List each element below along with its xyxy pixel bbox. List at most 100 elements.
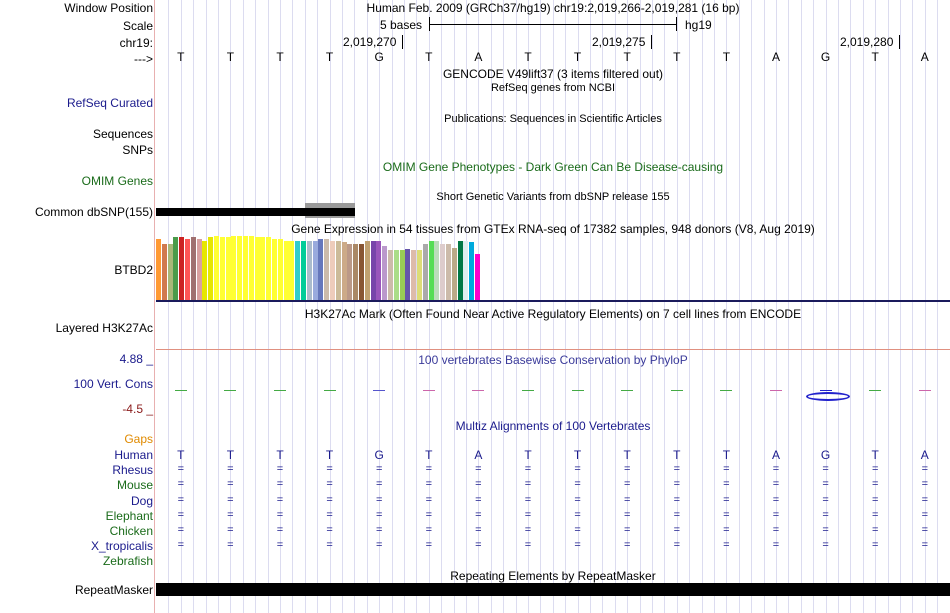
alignment-match: = — [623, 539, 631, 552]
gtex-bar[interactable] — [388, 250, 393, 300]
gtex-bar[interactable] — [359, 243, 364, 300]
human-base: T — [325, 448, 334, 462]
gtex-bar[interactable] — [335, 241, 341, 300]
gtex-bar[interactable] — [411, 250, 417, 300]
gtex-bar[interactable] — [254, 237, 260, 300]
gtex-bar[interactable] — [306, 241, 312, 300]
gtex-bar[interactable] — [283, 241, 289, 300]
gtex-bar[interactable] — [225, 237, 231, 300]
h3k27ac-label[interactable]: Layered H3K27Ac — [55, 321, 153, 335]
gtex-bar[interactable] — [330, 241, 335, 300]
phylop-mark — [224, 390, 237, 391]
sequences-label[interactable]: Sequences — [92, 127, 153, 141]
gtex-gene-label[interactable]: BTBD2 — [114, 263, 153, 277]
gtex-bar[interactable] — [173, 237, 179, 300]
gtex-bar[interactable] — [179, 237, 185, 300]
gtex-bar[interactable] — [463, 241, 469, 300]
gtex-bar[interactable] — [202, 241, 208, 300]
gtex-bar[interactable] — [196, 239, 202, 300]
gtex-bar[interactable] — [434, 241, 440, 300]
omim-title[interactable]: OMIM Gene Phenotypes - Dark Green Can Be… — [382, 160, 724, 174]
gtex-bar[interactable] — [405, 248, 411, 300]
gtex-bar[interactable] — [208, 237, 214, 300]
species-label[interactable]: Dog — [130, 493, 153, 508]
gtex-bar[interactable] — [446, 243, 451, 300]
gtex-bar[interactable] — [248, 236, 254, 300]
repeat-label[interactable]: RepeatMasker — [74, 583, 153, 597]
gtex-bar[interactable] — [417, 250, 422, 300]
repeat-title[interactable]: Repeating Elements by RepeatMasker — [450, 569, 656, 583]
multiz-title[interactable]: Multiz Alignments of 100 Vertebrates — [455, 419, 651, 433]
gtex-bar[interactable] — [260, 237, 266, 300]
species-label[interactable]: Mouse — [116, 478, 153, 493]
gtex-bar[interactable] — [318, 239, 324, 300]
gtex-bar-chart[interactable] — [156, 234, 536, 300]
dbsnp-feature[interactable] — [156, 208, 354, 216]
grid-line — [565, 0, 567, 613]
omim-label[interactable]: OMIM Genes — [81, 174, 153, 188]
gtex-bar[interactable] — [353, 243, 359, 300]
gtex-bar[interactable] — [214, 236, 219, 300]
grid-line — [924, 0, 926, 613]
gtex-bar[interactable] — [347, 243, 353, 300]
grid-line — [862, 0, 864, 613]
gtex-bar[interactable] — [161, 243, 167, 300]
gtex-bar[interactable] — [440, 243, 446, 300]
gtex-bar[interactable] — [277, 239, 283, 300]
species-label[interactable]: Elephant — [105, 508, 153, 523]
gtex-bar[interactable] — [295, 241, 301, 300]
gtex-bar[interactable] — [399, 250, 405, 300]
gtex-bar[interactable] — [289, 241, 295, 300]
human-base: T — [524, 448, 532, 462]
snps-label[interactable]: SNPs — [122, 143, 153, 157]
species-label[interactable]: Chicken — [109, 524, 153, 538]
dbsnp-label[interactable]: Common dbSNP(155) — [34, 205, 153, 219]
gtex-title[interactable]: Gene Expression in 54 tissues from GTEx … — [291, 222, 815, 236]
refseq-label[interactable]: RefSeq Curated — [66, 96, 153, 110]
gtex-bar[interactable] — [266, 237, 272, 300]
species-label[interactable]: Human — [114, 448, 153, 462]
species-label[interactable]: X_tropicalis — [90, 539, 153, 554]
dbsnp-feature-core[interactable] — [305, 208, 355, 216]
gtex-bar[interactable] — [301, 241, 306, 300]
alignment-match: = — [227, 478, 234, 491]
alignment-match: = — [871, 524, 879, 536]
species-label[interactable]: Rhesus — [112, 463, 153, 478]
repeat-feature[interactable] — [156, 583, 950, 596]
gtex-bar[interactable] — [341, 242, 347, 300]
gtex-bar[interactable] — [312, 241, 318, 300]
alignment-match: = — [177, 463, 185, 476]
gtex-bar[interactable] — [382, 245, 388, 300]
h3k27ac-title[interactable]: H3K27Ac Mark (Often Found Near Active Re… — [304, 307, 802, 321]
gtex-bar[interactable] — [190, 237, 196, 300]
gtex-bar[interactable] — [451, 247, 457, 300]
gtex-bar[interactable] — [237, 236, 243, 300]
gaps-label[interactable]: Gaps — [124, 432, 153, 446]
gtex-bar[interactable] — [376, 241, 382, 300]
phylop-mark — [422, 390, 435, 391]
phylop-label[interactable]: 100 Vert. Cons — [73, 377, 153, 391]
gtex-bar[interactable] — [231, 236, 237, 300]
gtex-bar[interactable] — [364, 241, 370, 300]
gtex-bar[interactable] — [393, 250, 399, 300]
species-label[interactable]: Zebrafish — [102, 554, 153, 569]
grid-line — [453, 0, 455, 613]
gtex-bar[interactable] — [167, 243, 173, 300]
phylop-title[interactable]: 100 vertebrates Basewise Conservation by… — [418, 353, 688, 367]
gtex-bar[interactable] — [475, 253, 480, 300]
gtex-bar[interactable] — [219, 237, 225, 300]
base-letter: G — [820, 50, 831, 64]
gtex-bar[interactable] — [457, 241, 463, 300]
gtex-bar[interactable] — [156, 239, 161, 300]
alignment-match: = — [723, 508, 730, 521]
gtex-bar[interactable] — [428, 241, 434, 300]
gencode-title[interactable]: GENCODE V49lift37 (3 items filtered out) — [442, 67, 664, 81]
position-tick-1: 2,019,270 — [343, 35, 397, 49]
gtex-bar[interactable] — [243, 236, 248, 300]
gtex-bar[interactable] — [185, 239, 190, 300]
gtex-bar[interactable] — [272, 239, 277, 300]
gtex-bar[interactable] — [422, 243, 428, 300]
gtex-bar[interactable] — [324, 239, 330, 300]
gtex-bar[interactable] — [469, 242, 475, 300]
gtex-bar[interactable] — [370, 241, 376, 300]
